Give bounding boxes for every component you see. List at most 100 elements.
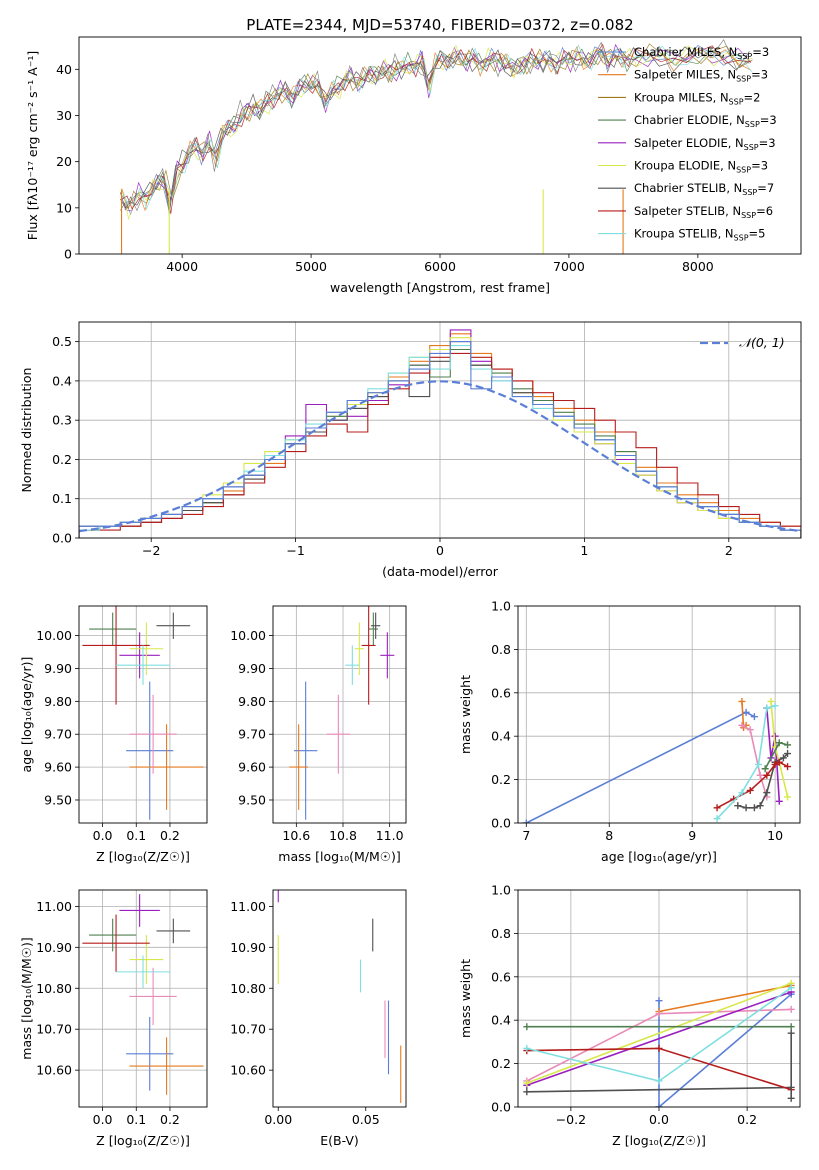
legend-label: Salpeter MILES, NSSP=3 bbox=[634, 68, 768, 84]
weight-point-marker bbox=[522, 819, 530, 823]
x-tick-label: 2 bbox=[725, 543, 733, 558]
plot-area bbox=[289, 606, 395, 820]
weight-point-marker bbox=[767, 697, 775, 705]
errorbar-point bbox=[89, 612, 137, 646]
errorbar-point bbox=[82, 914, 150, 972]
y-tick-label: 9.80 bbox=[238, 694, 266, 709]
x-tick-label: 6000 bbox=[424, 259, 456, 274]
plot-area bbox=[119, 39, 753, 254]
y-tick-label: 0.8 bbox=[491, 926, 511, 941]
weight-point-marker bbox=[763, 704, 771, 712]
weight-point-marker bbox=[761, 765, 769, 773]
x-tick-label: 7 bbox=[522, 828, 530, 843]
axes-frame bbox=[78, 36, 802, 255]
panel-weight-vs-age: 7 8 9 10 0.0 0.2 0.4 0.6 0.8 1.0 age [log₁₀(age/yr… bbox=[458, 599, 801, 864]
x-axis-label: age [log₁₀(age/yr)] bbox=[601, 849, 717, 864]
weight-point-marker bbox=[655, 1010, 663, 1018]
y-tick-label: 10.00 bbox=[36, 628, 72, 643]
legend-label: Salpeter ELODIE, NSSP=3 bbox=[634, 136, 776, 152]
legend-label: Chabrier ELODIE, NSSP=3 bbox=[634, 113, 777, 129]
x-tick-label: −0.2 bbox=[556, 1112, 586, 1127]
x-tick-label: 10 bbox=[767, 828, 783, 843]
errorbar-point bbox=[354, 622, 364, 676]
weight-point-marker bbox=[746, 786, 754, 794]
plot-area bbox=[79, 329, 801, 538]
y-tick-label: 9.70 bbox=[44, 727, 72, 742]
y-tick-label: 11.00 bbox=[36, 899, 72, 914]
y-tick-label: 1.0 bbox=[491, 883, 511, 898]
x-tick-label: 0.2 bbox=[160, 828, 180, 843]
x-tick-label: 8 bbox=[605, 828, 613, 843]
legend-label: Chabrier STELIB, NSSP=7 bbox=[634, 181, 774, 197]
weight-series-line bbox=[658, 993, 792, 1107]
figure-title: PLATE=2344, MJD=53740, FIBERID=0372, z=0… bbox=[246, 16, 633, 34]
errorbar-point bbox=[345, 645, 360, 685]
x-axis-label: mass [log₁₀(M/M☉)] bbox=[278, 849, 400, 864]
y-tick-label: 11.00 bbox=[230, 899, 266, 914]
weight-series-line bbox=[741, 724, 768, 798]
legend: 𝒩(0, 1) bbox=[700, 335, 785, 350]
errorbar-point bbox=[156, 612, 191, 639]
weight-point-marker bbox=[523, 1079, 531, 1087]
legend-label: Chabrier MILES, NSSP=3 bbox=[634, 45, 769, 61]
weight-point-marker bbox=[750, 804, 758, 812]
x-tick-label: 11.0 bbox=[376, 828, 404, 843]
x-tick-label: 0.2 bbox=[737, 1112, 757, 1127]
y-tick-label: 10.80 bbox=[230, 981, 266, 996]
errorbar-point bbox=[289, 724, 308, 810]
errorbar-point bbox=[294, 681, 318, 820]
errorbar-point bbox=[126, 1016, 174, 1091]
weight-series-line bbox=[526, 991, 792, 1087]
y-tick-label: 0.0 bbox=[52, 531, 72, 546]
x-axis-label: E(B-V) bbox=[320, 1133, 359, 1148]
y-axis-label: Flux [fλ10⁻¹⁷ erg cm⁻² s⁻¹ A⁻¹] bbox=[25, 51, 40, 240]
panel-residual-histogram: −2 −1 0 1 2 0.0 0.1 0.2 0.3 0.4 0.5 (data-model)/er… bbox=[19, 321, 802, 579]
x-tick-label: 0.0 bbox=[93, 1112, 113, 1127]
weight-point-marker bbox=[655, 997, 663, 1005]
weight-series-line bbox=[770, 701, 789, 798]
axes-frame bbox=[272, 889, 407, 1108]
legend-label: Kroupa MILES, NSSP=2 bbox=[634, 90, 760, 106]
errorbar-point bbox=[119, 632, 160, 679]
weight-point-marker bbox=[755, 760, 763, 768]
plot-area bbox=[82, 606, 204, 820]
errorbar-point bbox=[129, 724, 204, 810]
axes-frame bbox=[78, 605, 208, 824]
panel-mass-vs-Z: 0.0 0.1 0.2 10.60 10.70 10.80 10.90 11.00 Z [log… bbox=[19, 889, 208, 1148]
errorbar-point bbox=[326, 694, 350, 774]
y-tick-label: 0.4 bbox=[491, 1013, 511, 1028]
x-axis-label: Z [log₁₀(Z/Z☉)] bbox=[96, 1133, 190, 1148]
weight-point-marker bbox=[784, 750, 792, 758]
x-tick-label: 1 bbox=[580, 543, 588, 558]
y-tick-label: 9.70 bbox=[238, 727, 266, 742]
x-tick-label: 0.00 bbox=[264, 1112, 292, 1127]
axes-frame bbox=[272, 605, 407, 824]
errorbar-point bbox=[380, 632, 395, 679]
weight-point-marker bbox=[779, 754, 787, 762]
axes-frame bbox=[517, 889, 801, 1108]
weight-point-marker bbox=[742, 708, 750, 716]
x-tick-label: 9 bbox=[688, 828, 696, 843]
x-tick-label: 7000 bbox=[553, 259, 585, 274]
y-tick-label: 20 bbox=[56, 154, 72, 169]
weight-point-marker bbox=[738, 789, 746, 797]
weight-point-marker bbox=[742, 804, 750, 812]
x-tick-label: 0.05 bbox=[352, 1112, 380, 1127]
legend-label: Salpeter STELIB, NSSP=6 bbox=[634, 204, 773, 220]
plot-area bbox=[523, 979, 795, 1107]
panel-spectrum: 4000 5000 6000 7000 8000 0 10 20 30 40 wavelength … bbox=[25, 36, 802, 295]
y-tick-label: 10.90 bbox=[36, 940, 72, 955]
y-axis-label: mass weight bbox=[458, 959, 473, 1038]
y-tick-label: 0.2 bbox=[52, 452, 72, 467]
x-tick-label: 10.6 bbox=[282, 828, 310, 843]
y-tick-label: 0.2 bbox=[491, 772, 511, 787]
errorbar-point bbox=[89, 918, 137, 952]
weight-point-marker bbox=[655, 1044, 663, 1052]
plot-area bbox=[522, 697, 792, 823]
gaussian-curve bbox=[79, 380, 801, 533]
y-tick-label: 0.1 bbox=[52, 491, 72, 506]
weight-point-marker bbox=[787, 1094, 795, 1102]
x-tick-label: 0.1 bbox=[126, 1112, 146, 1127]
errorbar-point bbox=[119, 894, 160, 927]
